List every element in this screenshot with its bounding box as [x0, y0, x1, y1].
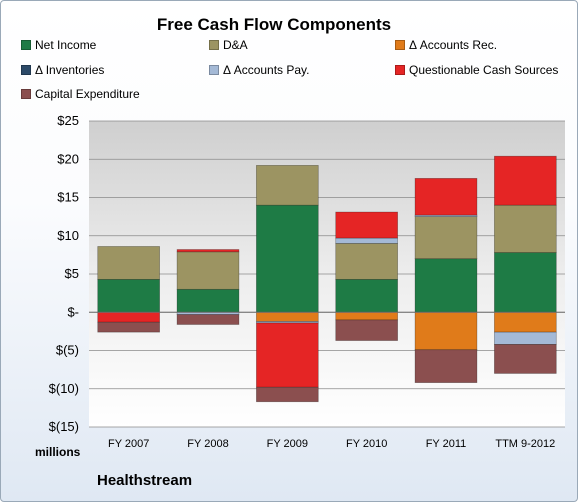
- bar-net-income-fy-2008: [176, 288, 240, 313]
- x-tick-label: FY 2009: [267, 438, 308, 450]
- legend-label: Δ Accounts Rec.: [409, 38, 498, 52]
- bar-accounts-rec-fy-2010: [335, 311, 398, 321]
- legend-item-net-income: Net Income: [21, 38, 96, 52]
- bar-questionable-cash-sources-fy-2010: [335, 211, 398, 239]
- bar-capital-expenditure-fy-2007: [97, 321, 160, 333]
- legend-item-accounts-pay: Δ Accounts Pay.: [209, 63, 310, 77]
- bar-accounts-rec-fy-2009: [256, 311, 319, 322]
- y-tick-label: $15: [57, 190, 79, 205]
- bar-capital-expenditure-ttm-9-2012: [494, 344, 557, 374]
- legend-swatch: [21, 65, 31, 75]
- y-tick-label: $(10): [49, 381, 79, 396]
- legend-item-accounts-rec: Δ Accounts Rec.: [395, 38, 497, 52]
- x-tick-label: FY 2008: [187, 438, 228, 450]
- bar-net-income-fy-2009: [256, 204, 319, 313]
- bar-capital-expenditure-fy-2009: [256, 386, 319, 403]
- y-tick-label: $20: [57, 151, 79, 166]
- bar-capital-expenditure-fy-2010: [335, 319, 398, 341]
- legend-swatch: [21, 40, 31, 50]
- legend-swatch: [209, 65, 219, 75]
- bar-questionable-cash-sources-fy-2011: [414, 178, 478, 216]
- x-tick-label: FY 2007: [108, 438, 149, 450]
- bar-d-a-fy-2008: [176, 251, 240, 290]
- bar-capital-expenditure-fy-2011: [414, 349, 478, 383]
- bar-capital-expenditure-fy-2008: [176, 314, 240, 325]
- y-tick-label: $25: [57, 113, 79, 128]
- legend-label: Δ Inventories: [35, 63, 105, 77]
- bar-d-a-fy-2010: [335, 243, 398, 280]
- legend-swatch: [395, 65, 405, 75]
- y-tick-label: $(5): [56, 343, 79, 358]
- chart-title: Free Cash Flow Components: [156, 15, 392, 34]
- legend-item-inventories: Δ Inventories: [21, 63, 104, 77]
- bar-net-income-fy-2007: [97, 279, 160, 313]
- legend-label: D&A: [223, 38, 248, 52]
- legend-label: Δ Accounts Pay.: [223, 63, 310, 77]
- x-tick-label: FY 2010: [346, 438, 387, 450]
- bar-accounts-rec-ttm-9-2012: [494, 311, 557, 333]
- legend-item-d-a: D&A: [209, 38, 248, 52]
- company-name: Healthstream: [97, 472, 193, 489]
- bar-questionable-cash-sources-fy-2008: [176, 249, 240, 253]
- legend-label: Capital Expenditure: [35, 87, 140, 101]
- y-tick-label: $10: [57, 228, 79, 243]
- bar-net-income-fy-2011: [414, 258, 478, 313]
- legend-label: Net Income: [35, 38, 97, 52]
- bar-d-a-fy-2009: [256, 165, 319, 206]
- bar-questionable-cash-sources-fy-2007: [97, 311, 160, 323]
- bar-accounts-pay-ttm-9-2012: [494, 331, 557, 345]
- bar-accounts-pay-fy-2010: [335, 237, 398, 244]
- bar-d-a-ttm-9-2012: [494, 204, 557, 253]
- legend-label: Questionable Cash Sources: [409, 63, 559, 77]
- y-tick-label: $5: [65, 266, 79, 281]
- y-tick-label: $(15): [49, 419, 79, 434]
- x-tick-label: TTM 9-2012: [495, 438, 555, 450]
- legend-swatch: [395, 40, 405, 50]
- bar-questionable-cash-sources-fy-2009: [256, 322, 319, 388]
- bar-net-income-fy-2010: [335, 279, 398, 313]
- legend-swatch: [209, 40, 219, 50]
- bar-d-a-fy-2007: [97, 246, 160, 280]
- legend-swatch: [21, 89, 31, 99]
- bar-questionable-cash-sources-ttm-9-2012: [494, 155, 557, 206]
- units-label: millions: [35, 445, 81, 459]
- legend-item-questionable-cash-sources: Questionable Cash Sources: [395, 63, 558, 77]
- y-tick-label: $-: [67, 304, 79, 319]
- bar-accounts-rec-fy-2011: [414, 311, 478, 351]
- legend-item-capital-expenditure: Capital Expenditure: [21, 87, 140, 101]
- x-tick-label: FY 2011: [426, 438, 467, 450]
- bar-d-a-fy-2011: [414, 216, 478, 260]
- bar-net-income-ttm-9-2012: [494, 252, 557, 313]
